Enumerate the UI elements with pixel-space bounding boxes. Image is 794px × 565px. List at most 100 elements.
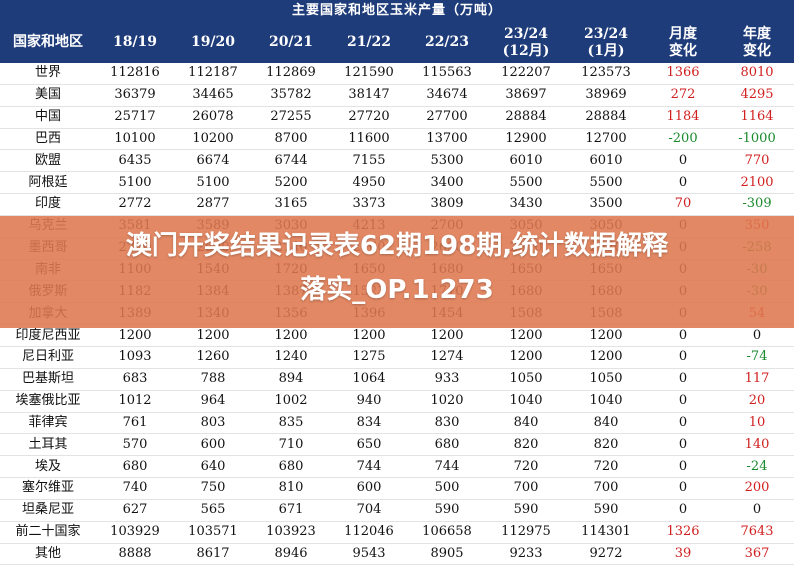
- row-annual-change: 8010: [720, 63, 794, 85]
- row-value-cell: 1200: [174, 324, 252, 347]
- row-value-cell: 34674: [408, 84, 486, 107]
- column-header: 22/23: [408, 22, 486, 63]
- row-value-cell: 700: [486, 477, 566, 500]
- row-value-cell: 590: [486, 499, 566, 522]
- row-value-cell: 38147: [330, 84, 408, 107]
- row-monthly-change: 0: [646, 346, 720, 369]
- table-row: 尼日利亚 1093 1260 1240 1275 1274 1200 1200 0 -74: [0, 346, 794, 369]
- row-value-cell: 1200: [486, 324, 566, 347]
- column-header: 23/24 (1月): [566, 22, 646, 63]
- row-monthly-change: 0: [646, 433, 720, 457]
- row-annual-change: 7643: [720, 521, 794, 544]
- column-header: 国家和地区: [0, 22, 96, 63]
- row-value-cell: 5300: [408, 149, 486, 173]
- row-monthly-change: 1326: [646, 521, 720, 544]
- row-value-cell: 1020: [408, 390, 486, 413]
- row-value-cell: 600: [174, 433, 252, 457]
- row-country-name: 欧盟: [0, 149, 96, 173]
- row-value-cell: 27700: [408, 106, 486, 129]
- row-value-cell: 683: [96, 368, 174, 391]
- row-value-cell: 835: [252, 412, 330, 435]
- table-row: 菲律宾 761 803 835 834 830 840 840 0 10: [0, 412, 794, 435]
- table-row: 塞尔维亚 740 750 810 600 500 700 700 0 200: [0, 477, 794, 500]
- row-value-cell: 5200: [252, 171, 330, 195]
- row-annual-change: 140: [720, 433, 794, 457]
- row-country-name: 印度尼西亚: [0, 324, 96, 347]
- row-value-cell: 840: [566, 412, 646, 435]
- row-value-cell: 590: [566, 499, 646, 522]
- row-monthly-change: 0: [646, 455, 720, 479]
- row-value-cell: 3373: [330, 193, 408, 216]
- row-value-cell: 28884: [486, 106, 566, 129]
- row-value-cell: 500: [408, 477, 486, 500]
- row-annual-change: 0: [720, 324, 794, 347]
- row-value-cell: 1200: [330, 324, 408, 347]
- table-row: 欧盟 6435 6674 6744 7155 5300 6010 6010 0 770: [0, 149, 794, 173]
- row-value-cell: 103571: [174, 521, 252, 544]
- row-value-cell: 650: [330, 433, 408, 457]
- row-value-cell: 112869: [252, 63, 330, 85]
- row-value-cell: 2877: [174, 193, 252, 216]
- row-monthly-change: -200: [646, 128, 720, 151]
- row-value-cell: 1240: [252, 346, 330, 369]
- row-value-cell: 5100: [174, 171, 252, 195]
- row-monthly-change: 70: [646, 193, 720, 216]
- row-country-name: 土耳其: [0, 433, 96, 457]
- row-value-cell: 28884: [566, 106, 646, 129]
- row-value-cell: 38969: [566, 84, 646, 107]
- row-value-cell: 3809: [408, 193, 486, 216]
- row-value-cell: 680: [96, 455, 174, 479]
- row-country-name: 巴基斯坦: [0, 368, 96, 391]
- row-value-cell: 10200: [174, 128, 252, 151]
- row-value-cell: 11600: [330, 128, 408, 151]
- row-country-name: 埃及: [0, 455, 96, 479]
- row-value-cell: 834: [330, 412, 408, 435]
- row-value-cell: 2772: [96, 193, 174, 216]
- table-row: 印度尼西亚 1200 1200 1200 1200 1200 1200 1200 0 0: [0, 324, 794, 347]
- row-value-cell: 627: [96, 499, 174, 522]
- row-value-cell: 8946: [252, 543, 330, 565]
- row-value-cell: 8617: [174, 543, 252, 565]
- row-value-cell: 820: [566, 433, 646, 457]
- column-header: 19/20: [174, 22, 252, 63]
- row-value-cell: 8700: [252, 128, 330, 151]
- row-country-name: 世界: [0, 63, 96, 85]
- overlay-caption: 澳门开奖结果记录表62期198期,统计数据解释 落实_OP.1.273: [0, 224, 794, 312]
- table-row: 阿根廷 5100 5100 5200 4950 3400 5500 5500 0 2100: [0, 171, 794, 195]
- row-monthly-change: 0: [646, 171, 720, 195]
- row-annual-change: 10: [720, 412, 794, 435]
- row-value-cell: 5500: [566, 171, 646, 195]
- row-value-cell: 1040: [566, 390, 646, 413]
- row-value-cell: 788: [174, 368, 252, 391]
- row-value-cell: 894: [252, 368, 330, 391]
- row-monthly-change: 0: [646, 324, 720, 347]
- row-monthly-change: 1366: [646, 63, 720, 85]
- row-value-cell: 940: [330, 390, 408, 413]
- row-annual-change: 0: [720, 499, 794, 522]
- row-value-cell: 1093: [96, 346, 174, 369]
- row-value-cell: 6674: [174, 149, 252, 173]
- row-monthly-change: 0: [646, 477, 720, 500]
- row-annual-change: -309: [720, 193, 794, 216]
- row-value-cell: 27255: [252, 106, 330, 129]
- row-value-cell: 8905: [408, 543, 486, 565]
- row-value-cell: 106658: [408, 521, 486, 544]
- row-value-cell: 27720: [330, 106, 408, 129]
- row-value-cell: 640: [174, 455, 252, 479]
- row-value-cell: 26078: [174, 106, 252, 129]
- row-annual-change: -74: [720, 346, 794, 369]
- row-annual-change: 367: [720, 543, 794, 565]
- row-value-cell: 34465: [174, 84, 252, 107]
- overlay-banner: [0, 216, 794, 328]
- row-value-cell: 1012: [96, 390, 174, 413]
- column-header: 20/21: [252, 22, 330, 63]
- row-value-cell: 112046: [330, 521, 408, 544]
- row-value-cell: 740: [96, 477, 174, 500]
- row-country-name: 坦桑尼亚: [0, 499, 96, 522]
- table-row: 其他 8888 8617 8946 9543 8905 9233 9272 39 367: [0, 543, 794, 565]
- row-monthly-change: 272: [646, 84, 720, 107]
- column-header: 21/22: [330, 22, 408, 63]
- row-value-cell: 1050: [486, 368, 566, 391]
- row-annual-change: -24: [720, 455, 794, 479]
- row-value-cell: 3500: [566, 193, 646, 216]
